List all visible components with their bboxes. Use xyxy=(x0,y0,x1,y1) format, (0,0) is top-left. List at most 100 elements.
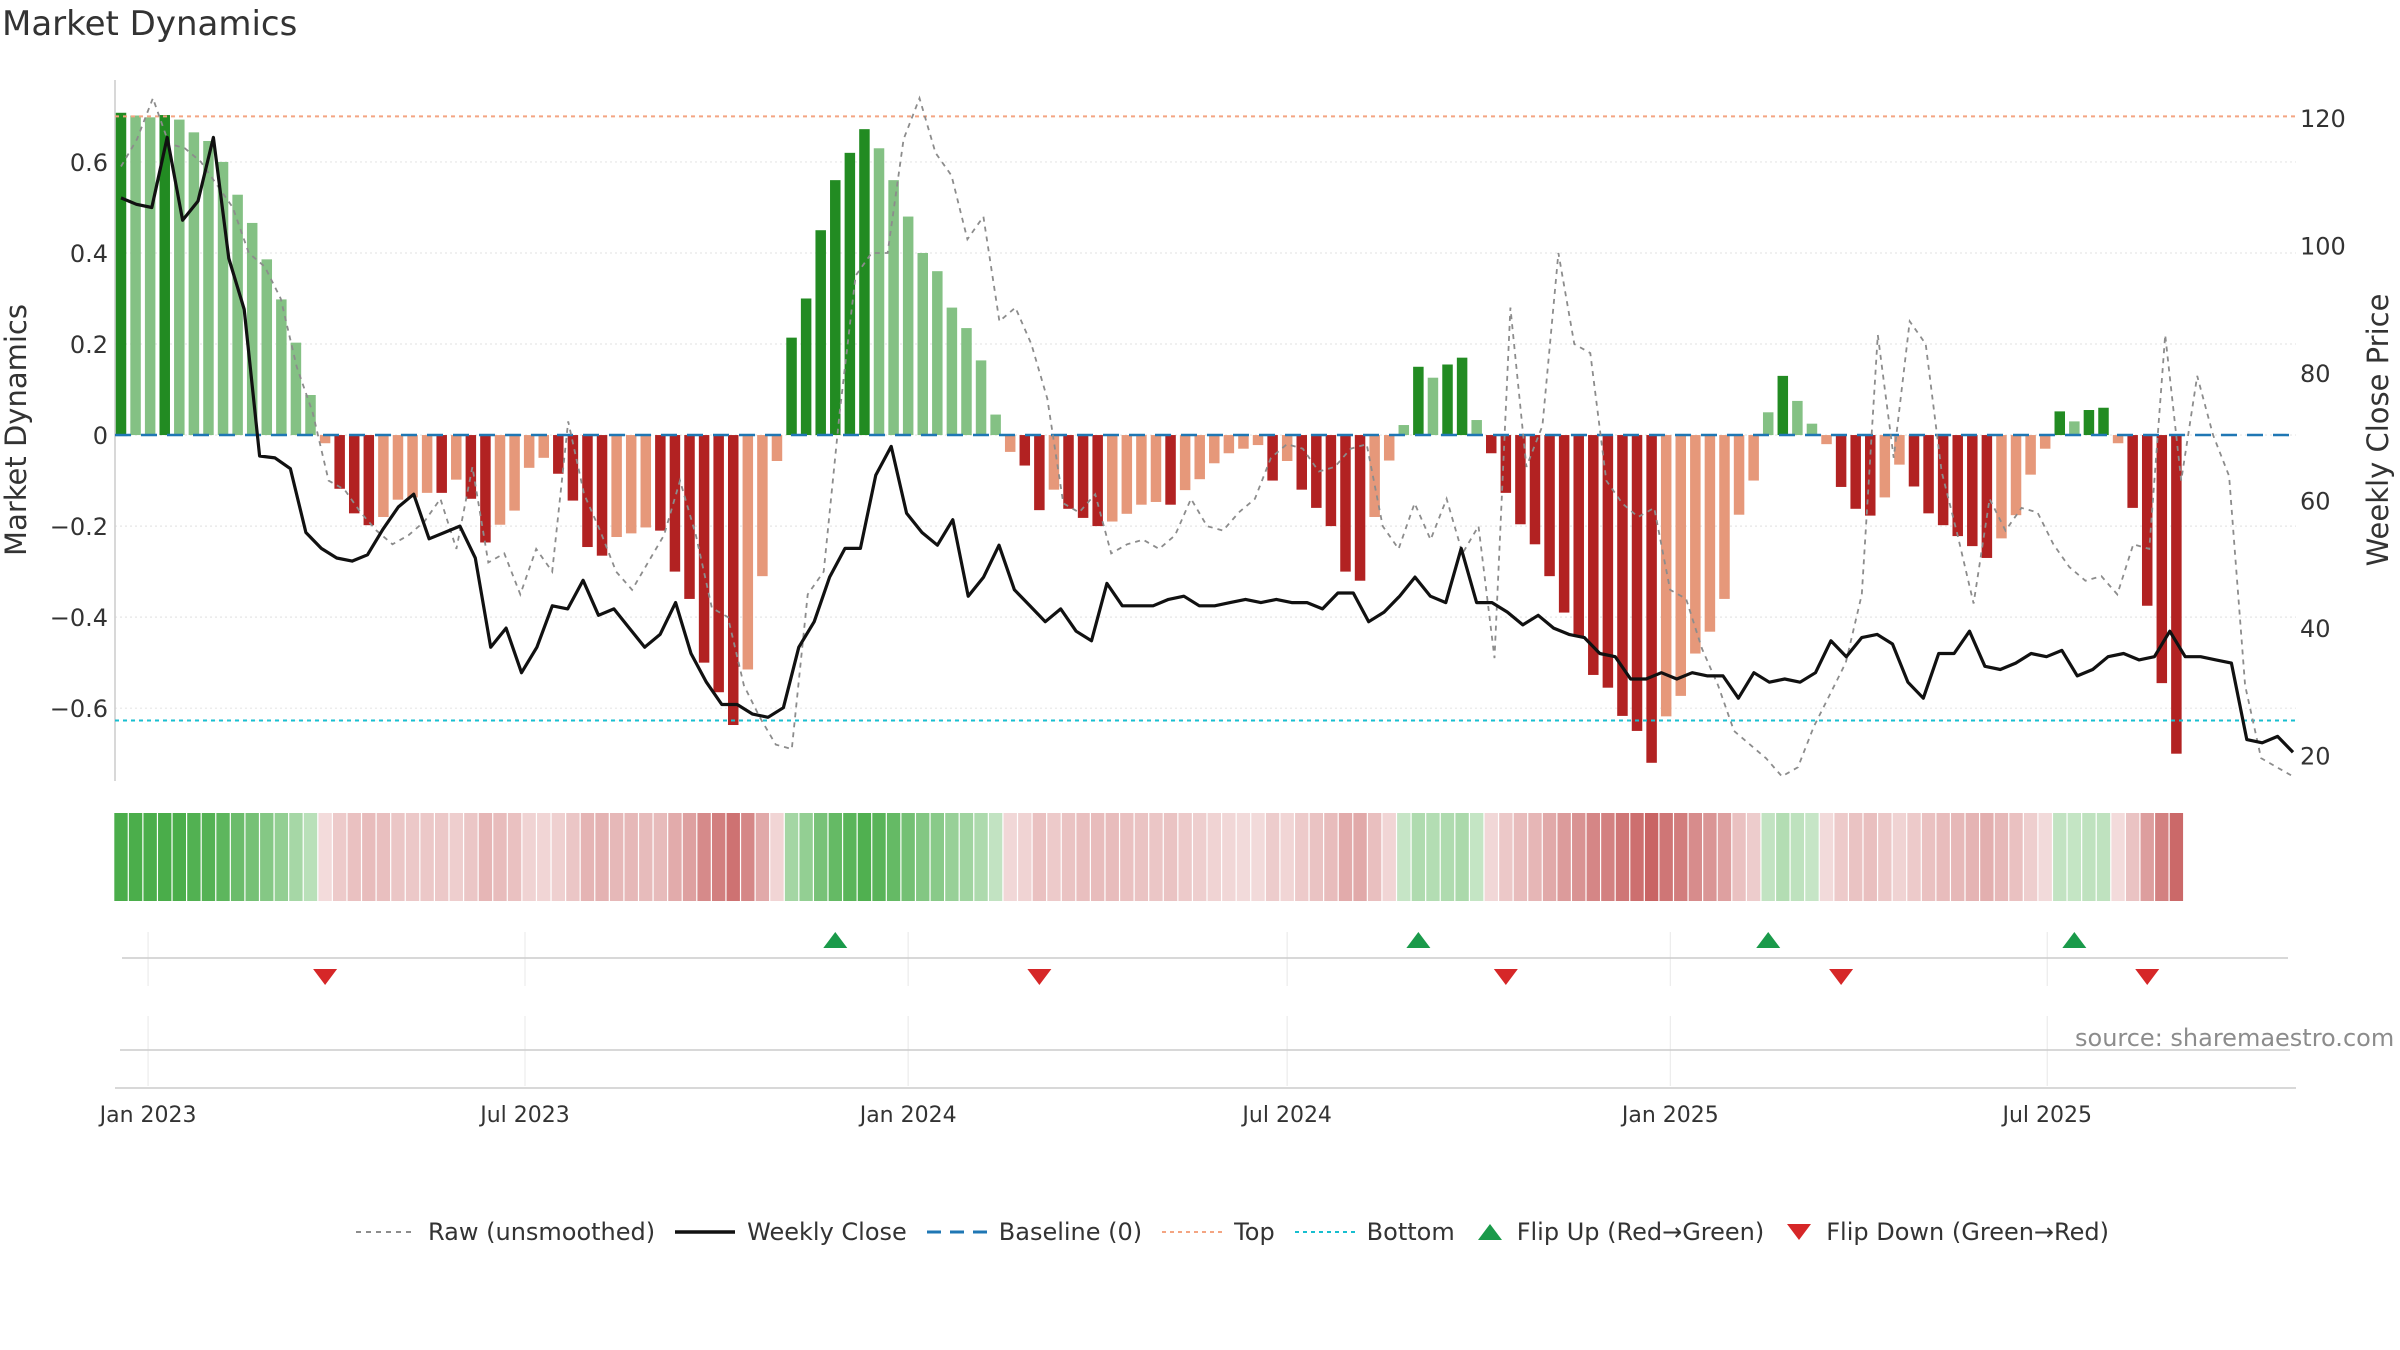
bar xyxy=(1165,435,1176,505)
heat-cell xyxy=(347,813,361,901)
bar xyxy=(1894,435,1905,465)
heat-cell xyxy=(2082,813,2096,901)
heat-cell xyxy=(1047,813,1061,901)
bar xyxy=(961,328,972,436)
heat-cell xyxy=(1586,813,1600,901)
bar xyxy=(1908,435,1920,487)
bar xyxy=(2171,435,2182,754)
bar xyxy=(348,435,360,514)
bar xyxy=(1762,412,1774,436)
bar xyxy=(698,435,710,663)
flip-down-marker xyxy=(313,969,338,985)
legend-item-flip-up: Flip Up (Red→Green) xyxy=(1475,1218,1764,1246)
heat-cell xyxy=(2111,813,2125,901)
bar xyxy=(509,435,520,511)
bar xyxy=(334,435,345,489)
bar xyxy=(261,259,273,436)
heat-cell xyxy=(1178,813,1192,901)
heat-strip xyxy=(114,813,2184,901)
bar xyxy=(480,435,491,543)
bar xyxy=(800,298,812,436)
bar xyxy=(319,435,331,444)
y-axis-label: Market Dynamics xyxy=(0,304,33,556)
heat-cell xyxy=(1630,813,1644,901)
bar xyxy=(1675,435,1687,696)
heat-cell xyxy=(362,813,376,901)
heat-cell xyxy=(1469,813,1484,901)
heat-cell xyxy=(1688,813,1703,901)
bar xyxy=(655,435,666,531)
bar xyxy=(1267,435,1278,481)
bar xyxy=(844,152,856,436)
bar xyxy=(2127,435,2138,508)
heat-cell xyxy=(566,813,580,901)
heat-cell xyxy=(1309,813,1324,901)
y-tick-label: 0.4 xyxy=(70,240,108,268)
bar xyxy=(115,112,127,436)
bar xyxy=(1077,435,1089,518)
bar xyxy=(188,132,200,436)
bar xyxy=(203,140,214,436)
bar xyxy=(830,180,841,436)
heat-cell xyxy=(1222,813,1236,901)
bar xyxy=(1865,435,1876,516)
bar xyxy=(1704,435,1716,632)
heat-cell xyxy=(2009,813,2023,901)
heat-cell xyxy=(1732,813,1746,901)
bar xyxy=(523,435,535,468)
bar xyxy=(1967,435,1978,547)
heat-cell xyxy=(814,813,828,901)
bar xyxy=(888,180,899,436)
heat-cell xyxy=(1105,813,1119,901)
bar xyxy=(246,222,258,436)
legend-item-baseline: Baseline (0) xyxy=(926,1218,1142,1246)
bar xyxy=(392,435,404,500)
bar xyxy=(451,435,462,480)
heat-cell xyxy=(1717,813,1732,901)
heat-cell xyxy=(143,813,157,901)
main-panel: 0.6 0.4 0.2 0 −0.2 −0.4 −0.6 120 100 80 60 40 20 xyxy=(50,80,2346,781)
heat-cell xyxy=(376,813,391,901)
bar xyxy=(1063,435,1074,509)
heat-cell xyxy=(901,813,915,901)
heat-cell xyxy=(1163,813,1178,901)
heat-cell xyxy=(1921,813,1936,901)
heat-cell xyxy=(624,813,638,901)
legend-item-top: Top xyxy=(1162,1218,1275,1246)
legend-label: Weekly Close xyxy=(747,1218,907,1246)
bar xyxy=(1617,435,1628,716)
heat-cell xyxy=(872,813,886,901)
bar xyxy=(975,360,987,436)
heat-cell xyxy=(1134,813,1149,901)
bar xyxy=(1748,435,1759,481)
bar xyxy=(436,435,447,493)
heat-cell xyxy=(405,813,420,901)
x-tick-label: Jan 2023 xyxy=(98,1103,197,1128)
legend-item-bottom: Bottom xyxy=(1294,1218,1455,1246)
bar xyxy=(1369,435,1380,517)
heat-cell xyxy=(172,813,186,901)
heat-cell xyxy=(2169,813,2184,901)
bar xyxy=(1004,435,1016,452)
heat-cell xyxy=(1499,813,1513,901)
bar xyxy=(1558,435,1570,613)
heat-cell xyxy=(114,813,128,901)
heat-cell xyxy=(697,813,711,901)
heat-cell xyxy=(959,813,974,901)
bar xyxy=(2083,410,2095,436)
heat-cell xyxy=(2155,813,2169,901)
legend-label: Bottom xyxy=(1366,1218,1455,1246)
heat-cell xyxy=(2067,813,2082,901)
heat-cell xyxy=(507,813,522,901)
heat-cell xyxy=(1601,813,1615,901)
heat-cell xyxy=(1994,813,2009,901)
heat-cell xyxy=(1819,813,1834,901)
heat-cell xyxy=(303,813,318,901)
legend-item-flip-down: Flip Down (Green→Red) xyxy=(1784,1218,2109,1246)
bar xyxy=(727,435,739,726)
heat-cell xyxy=(1557,813,1571,901)
heat-cell xyxy=(1980,813,1994,901)
heat-cell xyxy=(318,813,332,901)
heat-cell xyxy=(1411,813,1426,901)
heat-cell xyxy=(1324,813,1338,901)
